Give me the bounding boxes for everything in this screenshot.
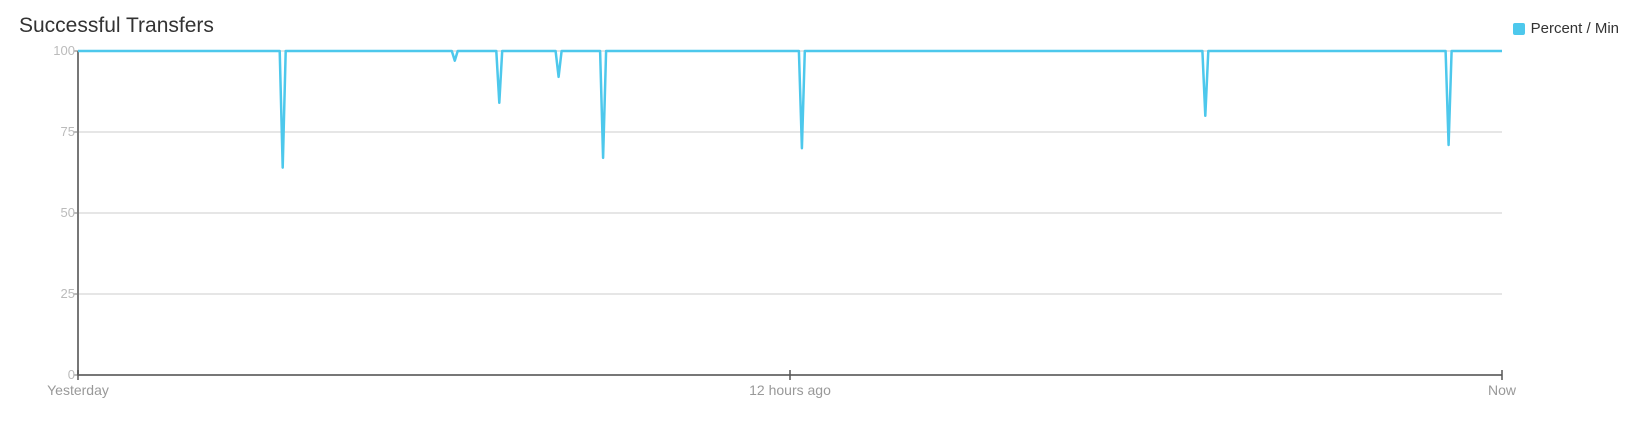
grid-lines xyxy=(78,51,1502,294)
y-axis: 0 25 50 75 100 xyxy=(53,43,78,382)
y-tick-label: 50 xyxy=(61,205,75,220)
series-group xyxy=(77,50,1502,168)
x-tick-label: Now xyxy=(1488,382,1517,398)
y-tick-label: 0 xyxy=(68,367,75,382)
series-line xyxy=(78,51,1502,168)
y-tick-label: 25 xyxy=(61,286,75,301)
x-tick-label: 12 hours ago xyxy=(749,382,831,398)
y-tick-label: 100 xyxy=(53,43,75,58)
x-axis: Yesterday 12 hours ago Now xyxy=(47,370,1517,398)
y-tick-label: 75 xyxy=(61,124,75,139)
x-tick-label: Yesterday xyxy=(47,382,109,398)
